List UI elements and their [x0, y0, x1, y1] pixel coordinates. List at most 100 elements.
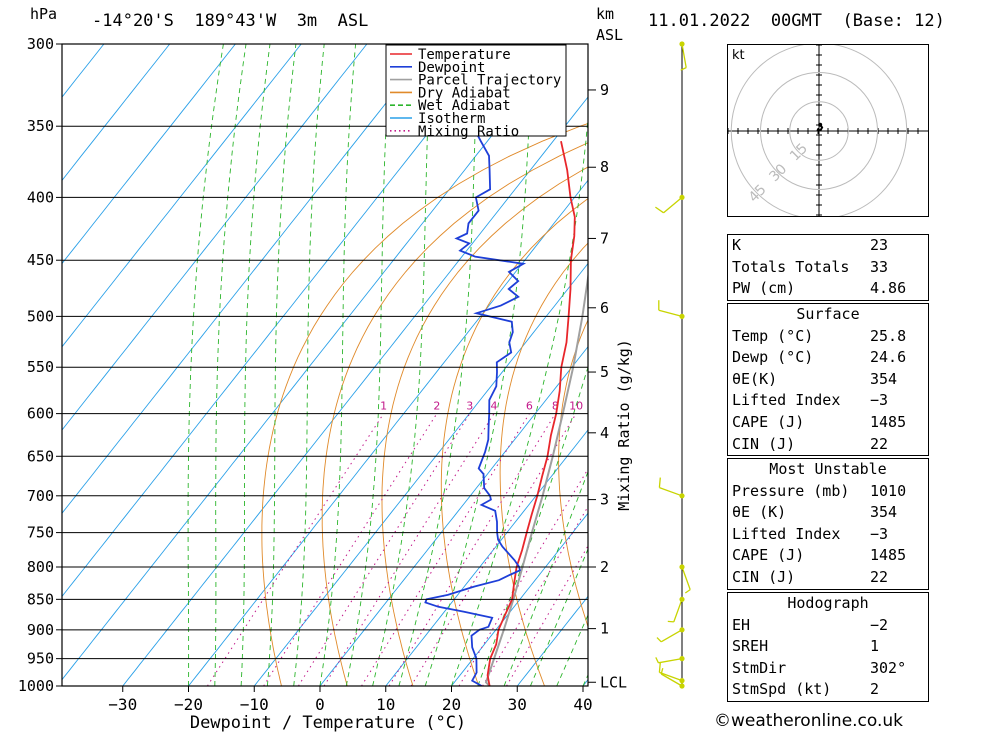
hodograph-unit-label: kt	[732, 48, 745, 63]
height-km-label: 3	[600, 491, 609, 509]
row-value: 23	[870, 236, 889, 254]
legend-label: Wet Adiabat	[418, 98, 511, 114]
row-label: Pressure (mb)	[732, 481, 850, 500]
row-label: θE(K)	[732, 369, 778, 388]
wind-barb	[679, 41, 687, 71]
row-label: StmDir	[732, 658, 787, 677]
row-value: 22	[870, 434, 889, 453]
x-tick-label: −10	[240, 695, 269, 714]
isotherm-line	[62, 44, 171, 182]
dry-adiabat-line	[261, 123, 588, 686]
row-label: PW (cm)	[732, 279, 796, 298]
height-km-label: 8	[600, 158, 609, 176]
pressure-tick-label: 850	[27, 590, 54, 608]
row-value: 1485	[870, 546, 907, 565]
parcel-trajectory	[484, 271, 588, 686]
mixing-ratio-label: 10	[569, 400, 583, 413]
row-label: K	[732, 236, 742, 254]
row-label: Dewp (°C)	[732, 348, 814, 367]
temperature-profile	[486, 141, 576, 686]
x-tick-label: 20	[442, 695, 461, 714]
wet-adiabat-line	[451, 113, 588, 686]
height-km-label: 2	[600, 558, 609, 576]
row-label: StmSpd (kt)	[732, 680, 832, 699]
isotherm-line	[385, 429, 588, 686]
x-tick-label: −20	[174, 695, 203, 714]
wet-adiabat-line	[240, 44, 271, 686]
row-value: 24.6	[870, 348, 907, 367]
wet-adiabat-line	[556, 613, 588, 686]
hodograph-ring	[730, 45, 908, 216]
most-unstable-table: Most Unstable Pressure (mb) 1010 θE (K) 354 L…	[727, 458, 929, 590]
isotherm-line	[516, 595, 588, 686]
table-row: CIN (J) 22	[728, 567, 928, 589]
wet-adiabat-line	[214, 44, 247, 686]
mixing-ratio-line	[206, 413, 385, 686]
surface-table: Surface Temp (°C) 25.8 Dewp (°C) 24.6 θE(K) 35…	[727, 303, 929, 457]
table-row: EH −2	[728, 615, 928, 637]
hodograph-ring-label: 30	[766, 161, 790, 185]
height-km-label: 6	[600, 299, 609, 317]
isotherm-line	[122, 96, 588, 686]
wind-barb	[658, 477, 685, 499]
pressure-tick-label: 600	[27, 405, 54, 423]
mixing-ratio-line	[263, 413, 438, 686]
credit-link[interactable]: ©weatheronline.co.uk	[714, 711, 904, 731]
pressure-unit-label: hPa	[30, 5, 58, 23]
pressure-tick-label: 500	[27, 307, 54, 325]
x-tick-label: 40	[573, 695, 592, 714]
row-value: 2	[870, 680, 880, 699]
table-section-title: Surface	[796, 305, 860, 323]
pressure-tick-label: 900	[27, 621, 54, 639]
isotherm-line	[62, 44, 302, 348]
table-row: CAPE (J) 1485	[728, 412, 928, 434]
skewt-chart: 1 2 3 4 6 8 10 16 20 2530035040045050055060065070…	[18, 35, 691, 733]
hodograph-ring-label: 15	[787, 140, 811, 164]
hodograph-ring	[760, 72, 878, 190]
row-value: 4.86	[870, 279, 907, 298]
row-value: −3	[870, 524, 889, 543]
height-km-label: 1	[600, 620, 609, 638]
pressure-tick-label: 800	[27, 558, 54, 576]
wet-adiabat-line	[319, 44, 357, 686]
hodograph-table: Hodograph EH −2 SREH 1 StmDir 302° StmSpd (kt) 2	[727, 592, 929, 702]
wind-barb	[656, 627, 685, 643]
pressure-tick-label: 950	[27, 650, 54, 668]
plot-frame	[61, 43, 589, 687]
legend-label: Parcel Trajectory	[418, 73, 561, 89]
mixing-ratio-label: 1	[380, 400, 387, 413]
isotherm-line	[62, 44, 368, 431]
wind-barb	[655, 656, 685, 664]
row-label: CAPE (J)	[732, 546, 805, 565]
mixing-ratio-label: 8	[552, 400, 559, 413]
asl-label: ASL	[596, 26, 624, 44]
table-row: Pressure (mb) 1010	[728, 481, 928, 503]
table-row: Dewp (°C) 24.6	[728, 347, 928, 369]
row-label: CIN (J)	[732, 567, 796, 586]
table-row: PW (cm) 4.86	[728, 278, 928, 300]
mixing-ratio-line	[323, 413, 495, 686]
row-value: 354	[870, 503, 898, 522]
row-label: θE (K)	[732, 503, 787, 522]
mixing-ratio-label: 25	[659, 400, 673, 413]
dewpoint-profile	[424, 44, 527, 686]
isotherm-line	[319, 346, 588, 686]
row-label: EH	[732, 615, 751, 634]
legend-label: Temperature	[418, 47, 511, 63]
pressure-tick-label: 350	[27, 117, 54, 135]
row-label: CAPE (J)	[732, 412, 805, 431]
row-value: 302°	[870, 658, 907, 677]
mixing-ratio-label: 2	[433, 400, 440, 413]
isotherm-line	[253, 262, 588, 686]
table-row: θE(K) 354	[728, 369, 928, 391]
hodograph-ring	[789, 101, 849, 161]
dry-adiabat-line	[499, 242, 588, 686]
height-km-label: 4	[600, 424, 609, 442]
dry-adiabat-line	[558, 318, 588, 629]
row-label: SREH	[732, 637, 769, 656]
wind-barb	[658, 662, 685, 684]
wet-adiabat-line	[187, 44, 224, 686]
row-label: Lifted Index	[732, 524, 841, 543]
